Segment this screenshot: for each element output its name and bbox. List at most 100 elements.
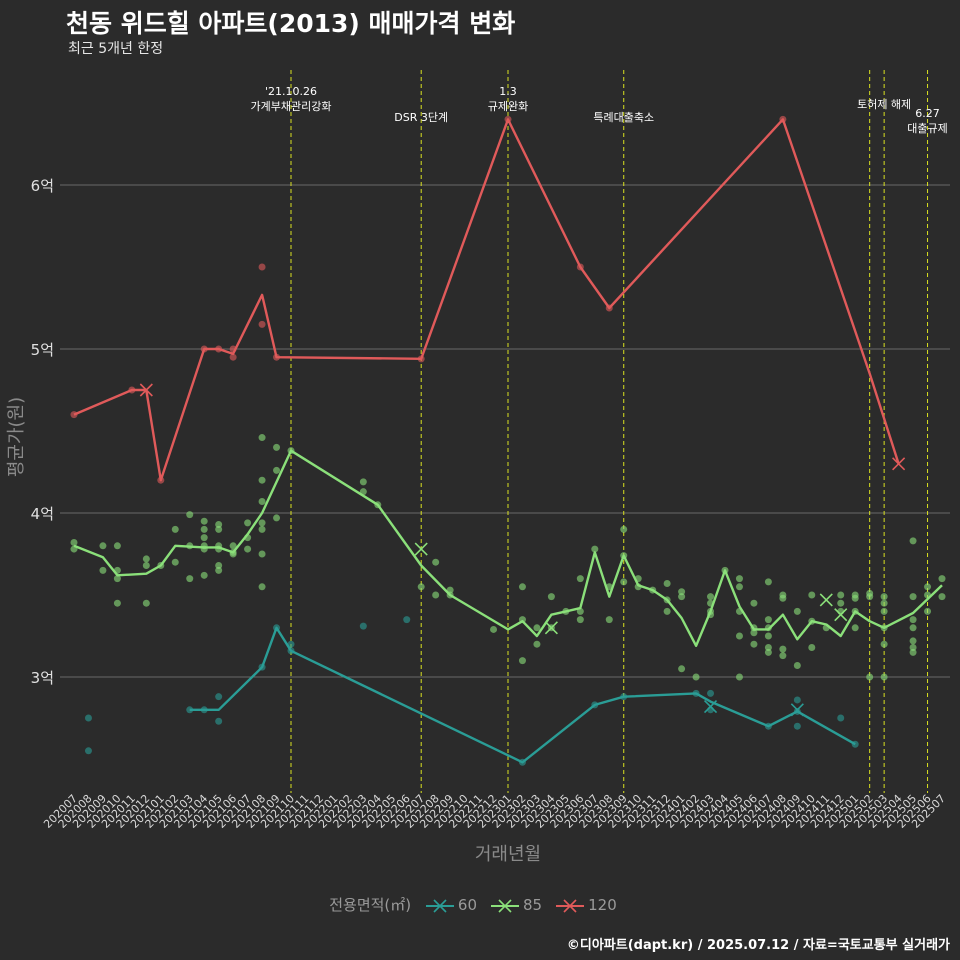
data-point-120 xyxy=(258,320,266,328)
data-point-85 xyxy=(533,640,541,648)
data-point-85 xyxy=(142,555,150,563)
y-tick-label: 3억 xyxy=(31,669,54,687)
data-point-85 xyxy=(576,575,584,583)
policy-label: 1.3 xyxy=(499,85,517,98)
axis-layer: 3억4억5억6억20200720200820200920201020201120… xyxy=(31,177,948,831)
legend-item-85: 85 xyxy=(491,896,542,914)
legend-key-85 xyxy=(491,898,520,913)
data-point-85 xyxy=(186,511,194,519)
cancelled-marker-85 xyxy=(544,621,558,635)
data-point-120 xyxy=(258,263,266,271)
data-point-85 xyxy=(258,525,266,533)
data-point-85 xyxy=(880,673,888,681)
data-point-85 xyxy=(186,575,194,583)
data-point-60 xyxy=(359,622,367,630)
data-point-85 xyxy=(837,599,845,607)
data-point-85 xyxy=(663,580,671,588)
data-point-85 xyxy=(605,616,613,624)
data-point-85 xyxy=(258,583,266,591)
data-point-85 xyxy=(200,525,208,533)
data-point-85 xyxy=(735,673,743,681)
policy-label: 대출규제 xyxy=(907,122,947,135)
data-point-85 xyxy=(880,599,888,607)
data-point-85 xyxy=(663,607,671,615)
data-point-85 xyxy=(793,662,801,670)
data-point-85 xyxy=(215,561,223,569)
data-point-85 xyxy=(576,616,584,624)
cancelled-marker-85 xyxy=(414,542,428,556)
legend-label-60: 60 xyxy=(457,896,478,914)
data-point-60 xyxy=(215,717,223,725)
data-point-60 xyxy=(707,689,715,697)
data-point-85 xyxy=(764,578,772,586)
data-point-85 xyxy=(417,583,425,591)
legend-label-85: 85 xyxy=(523,896,543,914)
data-point-85 xyxy=(808,591,816,599)
data-point-85 xyxy=(735,583,743,591)
data-point-85 xyxy=(909,593,917,601)
data-point-85 xyxy=(707,593,715,601)
policy-label: 규제완화 xyxy=(488,100,528,113)
data-point-85 xyxy=(909,624,917,632)
legend-items: 60 85 120 xyxy=(425,896,631,914)
data-point-60 xyxy=(215,693,223,701)
data-point-85 xyxy=(518,583,526,591)
data-point-85 xyxy=(938,593,946,601)
data-point-85 xyxy=(142,599,150,607)
y-axis-title: 평균가(원) xyxy=(6,397,27,477)
data-point-85 xyxy=(779,645,787,653)
data-point-60 xyxy=(84,714,92,722)
data-point-85 xyxy=(764,648,772,656)
data-point-85 xyxy=(779,594,787,602)
data-point-85 xyxy=(518,657,526,665)
data-point-85 xyxy=(678,593,686,601)
data-point-85 xyxy=(851,594,859,602)
data-point-85 xyxy=(142,561,150,569)
data-point-85 xyxy=(258,498,266,506)
legend-label-120: 120 xyxy=(588,896,617,914)
data-point-85 xyxy=(258,434,266,442)
data-point-85 xyxy=(99,566,107,574)
y-tick-label: 4억 xyxy=(31,505,54,523)
grid-layer xyxy=(60,184,950,678)
cancelled-marker-85 xyxy=(834,608,848,622)
data-point-85 xyxy=(909,537,917,545)
data-point-85 xyxy=(678,588,686,596)
data-point-85 xyxy=(99,542,107,550)
series-lines-layer xyxy=(73,118,943,764)
data-point-60 xyxy=(793,696,801,704)
policy-label: 6.27 xyxy=(915,107,940,120)
data-point-85 xyxy=(258,550,266,558)
data-point-85 xyxy=(432,558,440,566)
legend: 전용면적(㎡) 60 85 120 xyxy=(0,894,960,915)
data-point-85 xyxy=(620,578,628,586)
x-axis-title: 거래년월 xyxy=(475,844,541,865)
data-point-85 xyxy=(273,466,281,474)
data-point-85 xyxy=(764,643,772,651)
data-point-85 xyxy=(808,643,816,651)
policy-label: 토허제 해제 xyxy=(857,97,911,111)
series-line-60 xyxy=(189,626,856,764)
data-point-85 xyxy=(200,534,208,542)
data-point-60 xyxy=(84,747,92,755)
data-point-85 xyxy=(837,591,845,599)
data-point-85 xyxy=(750,640,758,648)
data-point-120 xyxy=(229,353,237,361)
data-point-85 xyxy=(215,520,223,528)
data-point-85 xyxy=(171,558,179,566)
data-point-85 xyxy=(750,629,758,637)
data-point-85 xyxy=(924,583,932,591)
data-point-85 xyxy=(113,575,121,583)
policy-label: 특례대출축소 xyxy=(593,111,654,124)
data-point-85 xyxy=(735,575,743,583)
data-point-60 xyxy=(837,714,845,722)
y-tick-label: 5억 xyxy=(31,341,54,359)
legend-item-60: 60 xyxy=(425,896,478,914)
data-point-85 xyxy=(735,632,743,640)
legend-item-120: 120 xyxy=(556,896,617,914)
data-point-85 xyxy=(229,542,237,550)
data-point-85 xyxy=(866,673,874,681)
data-point-85 xyxy=(764,616,772,624)
